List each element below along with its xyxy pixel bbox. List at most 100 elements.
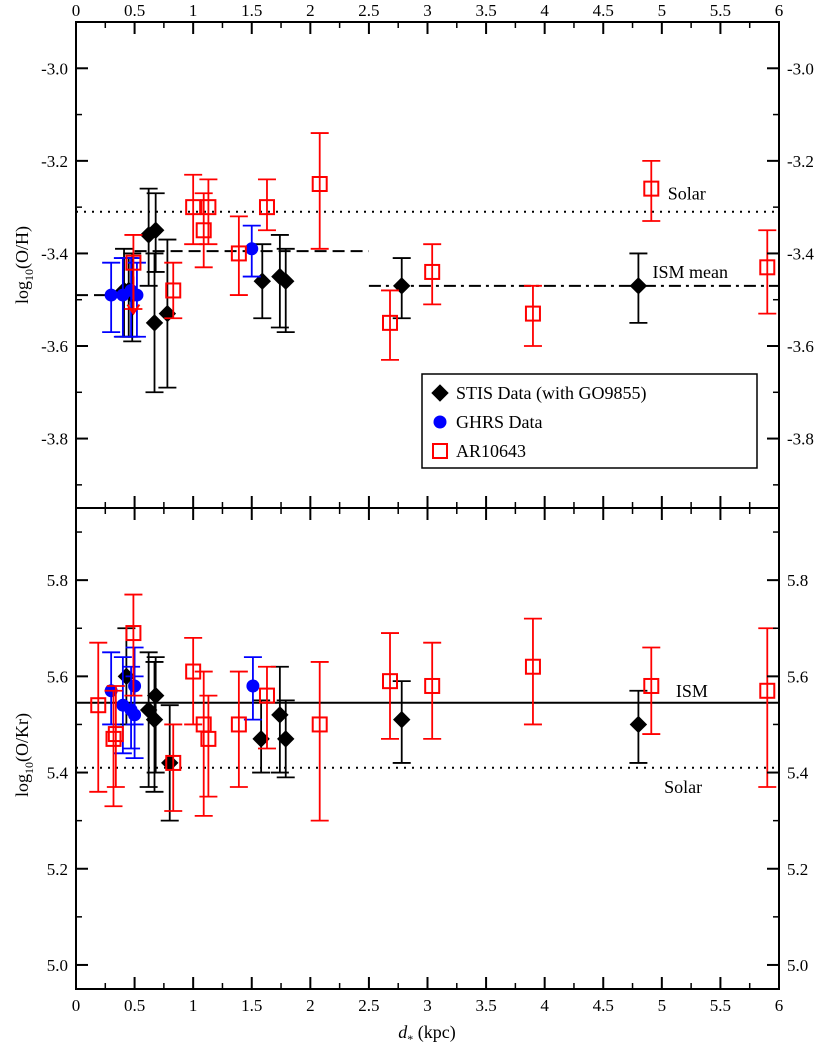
bottom-ylabel-sub: 10 xyxy=(22,762,36,774)
xtick-label-top-9: 4.5 xyxy=(593,1,614,20)
legend: STIS Data (with GO9855) GHRS Data AR10643 xyxy=(421,373,758,469)
bottom-ylabel-tail: (O/Kr) xyxy=(12,713,33,762)
top-ylabel-main: log xyxy=(12,281,32,304)
legend-marker-0 xyxy=(431,384,449,402)
bottom-ylabel-main: log xyxy=(12,774,32,797)
bot-ytick-label-right-1: 5.2 xyxy=(787,860,808,879)
xtick-label-bottom-9: 4.5 xyxy=(593,996,614,1015)
bot-point-2-15 xyxy=(759,682,776,699)
xtick-label-bottom-7: 3.5 xyxy=(475,996,496,1015)
xtick-label-bottom-2: 1 xyxy=(189,996,198,1015)
x-axis-title-tail: (kpc) xyxy=(413,1022,455,1043)
top-point-1-4 xyxy=(245,242,259,256)
xtick-label-top-12: 6 xyxy=(775,1,784,20)
x-axis-title-main: d xyxy=(398,1022,408,1042)
top-point-2-7 xyxy=(311,176,328,192)
xtick-label-bottom-5: 2.5 xyxy=(358,996,379,1015)
top-ytick-label-right-2: -3.4 xyxy=(787,244,814,263)
bot-point-0-2 xyxy=(145,710,164,729)
legend-entry-1: GHRS Data xyxy=(433,412,543,432)
xtick-label-top-3: 1.5 xyxy=(241,1,262,20)
top-errorbar-2-6 xyxy=(257,178,276,232)
bot-annotation-0: ISM xyxy=(676,681,708,701)
top-ylabel-sub: 10 xyxy=(22,269,36,281)
top-annotation-1: ISM mean xyxy=(652,262,728,282)
bot-ytick-label-left-0: 5.0 xyxy=(47,956,68,975)
xtick-label-top-4: 2 xyxy=(306,1,315,20)
bot-point-2-14 xyxy=(643,677,660,694)
xtick-label-top-6: 3 xyxy=(423,1,432,20)
top-point-2-6 xyxy=(258,199,275,216)
bot-errorbar-2-4 xyxy=(164,723,183,812)
bot-ytick-label-left-3: 5.6 xyxy=(47,667,68,686)
bot-point-2-13 xyxy=(524,658,541,675)
bot-errorbar-2-10 xyxy=(310,661,329,822)
top-point-1-0 xyxy=(104,288,118,302)
xtick-label-bottom-10: 5 xyxy=(658,996,667,1015)
x-axis-title: d* (kpc) xyxy=(398,1022,455,1046)
bot-series-2 xyxy=(89,593,777,822)
bot-point-2-4 xyxy=(165,754,182,771)
svg-text:log10(O/H): log10(O/H) xyxy=(12,226,36,304)
top-ytick-label-left-0: -3.8 xyxy=(41,430,68,449)
top-point-0-9 xyxy=(277,272,295,290)
top-point-0-11 xyxy=(629,277,648,295)
top-ytick-label-right-1: -3.6 xyxy=(787,337,814,356)
bot-ytick-label-right-2: 5.4 xyxy=(787,764,809,783)
top-errorbar-2-12 xyxy=(758,229,777,315)
xtick-label-top-1: 0.5 xyxy=(124,1,145,20)
top-point-2-2 xyxy=(185,199,202,216)
top-y-axis-title: log10(O/H) xyxy=(12,226,36,304)
bot-errorbar-2-3 xyxy=(124,593,143,697)
top-point-0-5 xyxy=(146,221,165,239)
bot-errorbar-2-2 xyxy=(106,685,125,788)
bot-ytick-label-left-1: 5.2 xyxy=(47,860,68,879)
top-errorbar-2-8 xyxy=(381,289,400,361)
bot-point-0-7 xyxy=(277,730,295,748)
xtick-label-bottom-12: 6 xyxy=(775,996,784,1015)
xtick-label-top-11: 5.5 xyxy=(710,1,731,20)
top-errorbar-2-9 xyxy=(423,243,442,306)
xtick-label-top-8: 4 xyxy=(540,1,549,20)
legend-marker-1 xyxy=(433,415,447,429)
bot-point-2-1 xyxy=(105,730,122,747)
legend-label-2: AR10643 xyxy=(456,441,526,461)
top-point-2-4 xyxy=(200,199,217,216)
bot-errorbar-2-9 xyxy=(257,665,276,750)
xtick-label-top-5: 2.5 xyxy=(358,1,379,20)
xtick-label-bottom-0: 0 xyxy=(72,996,81,1015)
bottom-panel: ISM Solar 5.0 5.0 5.2 5.2 5.4 5.4 5.6 5.6 5.8 5.8 0… xyxy=(12,507,809,1046)
xtick-label-bottom-4: 2 xyxy=(306,996,315,1015)
top-ytick-label-right-0: -3.8 xyxy=(787,430,814,449)
top-point-2-0 xyxy=(125,254,142,271)
bot-errorbar-2-8 xyxy=(229,670,248,788)
top-ytick-label-left-4: -3.0 xyxy=(41,59,68,78)
top-series-2 xyxy=(124,132,777,361)
bot-point-0-8 xyxy=(393,710,411,729)
top-panel: Solar ISM mean -3.8 -3.8 -3.6 -3.6 -3.4 -3.4 -3… xyxy=(12,1,814,509)
svg-text:log10(O/Kr): log10(O/Kr) xyxy=(12,713,36,797)
top-point-2-12 xyxy=(759,259,776,276)
top-errorbar-2-1 xyxy=(164,261,183,320)
top-annotation-0: Solar xyxy=(668,183,706,203)
top-errorbar-2-5 xyxy=(229,215,248,296)
top-errorbar-0-9 xyxy=(276,247,295,334)
top-point-2-11 xyxy=(643,180,660,197)
xtick-label-bottom-6: 3 xyxy=(423,996,432,1015)
top-errorbar-2-10 xyxy=(523,284,542,347)
top-point-2-3 xyxy=(195,222,212,239)
bot-ytick-label-right-4: 5.8 xyxy=(787,571,808,590)
bot-errorbar-2-14 xyxy=(642,646,661,735)
bot-errorbar-2-0 xyxy=(89,641,108,793)
bot-annotation-1: Solar xyxy=(664,777,702,797)
legend-entry-0: STIS Data (with GO9855) xyxy=(431,383,646,404)
legend-entry-2: AR10643 xyxy=(432,441,526,461)
x-axis-title-sub: * xyxy=(407,1032,413,1046)
bottom-y-axis-title: log10(O/Kr) xyxy=(12,713,36,797)
top-ytick-label-right-3: -3.2 xyxy=(787,152,814,171)
bot-point-0-3 xyxy=(146,686,165,705)
bot-point-2-10 xyxy=(311,716,328,733)
legend-label-0: STIS Data (with GO9855) xyxy=(456,383,646,404)
top-errorbar-2-2 xyxy=(184,173,203,246)
